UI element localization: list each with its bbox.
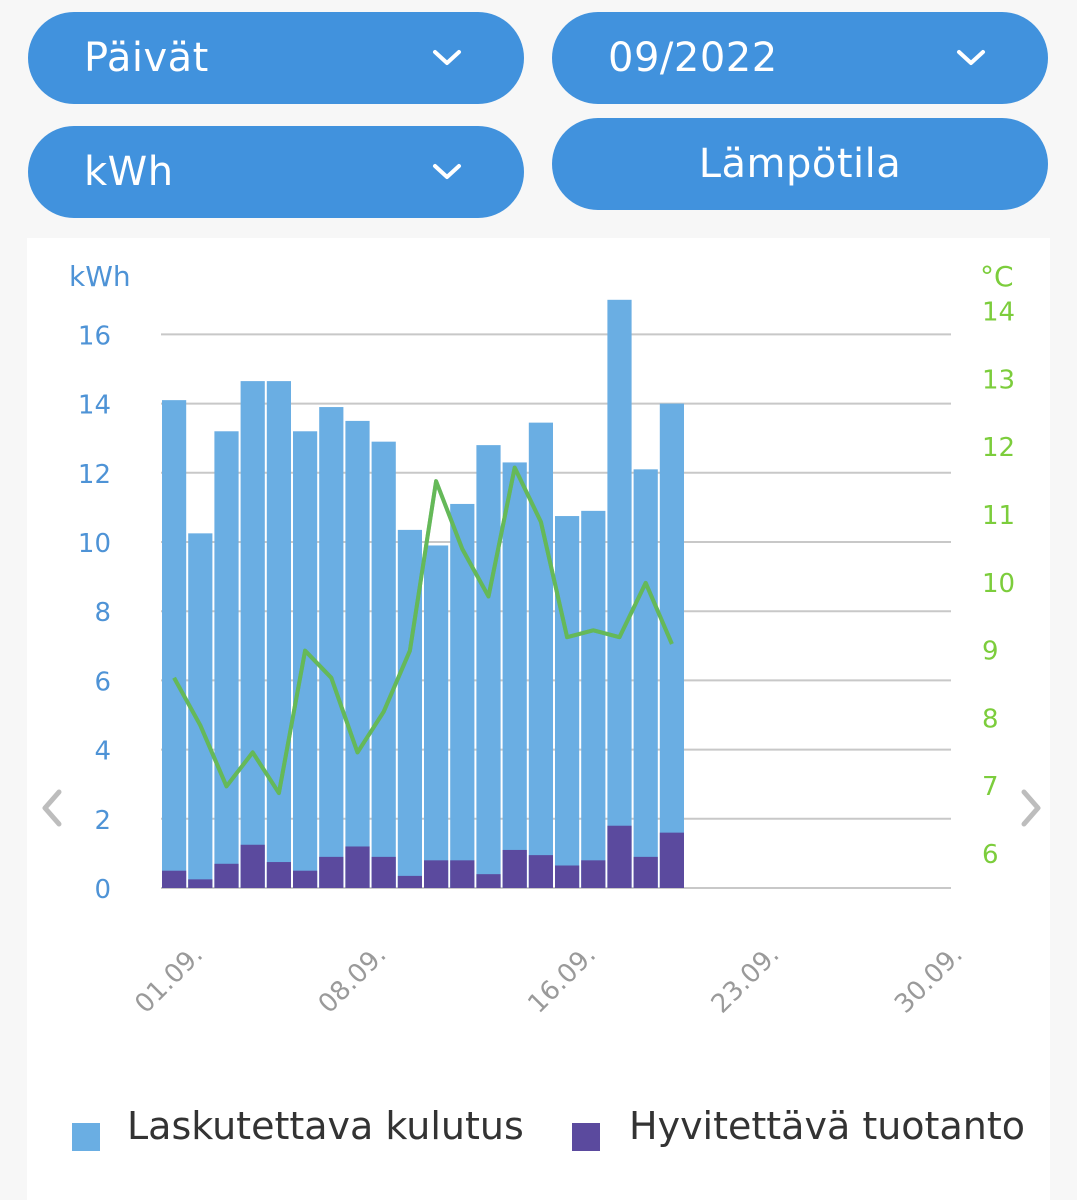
consumption-bar [266,381,291,888]
month-dropdown[interactable]: 09/2022 [552,12,1048,104]
production-bar [555,865,580,888]
production-bar [371,856,396,888]
consumption-bar [633,469,658,888]
temperature-button-label: Lämpötila [698,141,902,187]
right-axis-tick-label: 9 [982,637,999,667]
chevron-right-icon[interactable] [1010,778,1050,838]
x-axis-tick-label: 23.09. [706,940,786,1020]
left-axis-tick-label: 10 [78,529,111,559]
left-axis-tick-label: 14 [78,391,111,421]
chevron-down-icon [433,164,461,179]
production-bar [476,874,501,888]
left-axis-tick-label: 12 [78,460,111,490]
production-bar [581,860,606,888]
production-bar [528,855,553,888]
consumption-bar [424,545,449,888]
chevron-left-icon[interactable] [33,778,73,838]
x-axis-tick-label: 08.09. [313,940,393,1020]
consumption-bar [607,299,632,888]
production-bar [266,862,291,888]
chart: 0 2 4 6 8 10 12 14 16 6 7 8 9 10 11 12 13 14 01.09. 08.09… [69,260,1015,1020]
left-axis-tick-label: 4 [94,737,111,767]
left-axis-tick-label: 16 [78,321,111,351]
x-axis-tick-label: 30.09. [889,940,969,1020]
right-axis-tick-label: 10 [982,569,1015,599]
consumption-bar [214,431,239,888]
chevron-down-icon [433,50,461,65]
legend-swatch-consumption [72,1123,100,1151]
left-axis-tick-label: 8 [94,598,111,628]
consumption-bar [319,407,344,888]
chart-card: 0 2 4 6 8 10 12 14 16 6 7 8 9 10 11 12 13 14 01.09. 08.09… [27,238,1050,1200]
bars [162,299,684,888]
chevron-down-icon [957,50,985,65]
left-axis-ticks: 0 2 4 6 8 10 12 14 16 [78,321,111,905]
right-axis-tick-label: 6 [982,840,999,870]
consumption-bar [581,510,606,888]
production-bar [502,849,527,888]
production-bar [659,832,684,888]
consumption-bar [162,400,187,888]
production-bar [424,860,449,888]
production-bar [293,870,318,888]
left-axis-tick-label: 6 [94,667,111,697]
x-axis-tick-label: 16.09. [522,940,602,1020]
production-bar [162,870,187,888]
consumption-bar [476,445,501,888]
x-axis-ticks: 01.09. 08.09. 16.09. 23.09. 30.09. [129,940,968,1020]
right-axis-tick-label: 11 [982,501,1015,531]
legend-label-consumption: Laskutettava kulutus [127,1104,524,1148]
production-bar [188,879,213,888]
consumption-bar [450,503,475,888]
temperature-line-highlight [172,465,674,796]
production-bar [397,875,422,888]
left-axis-tick-label: 2 [94,806,111,836]
right-axis-tick-label: 12 [982,433,1015,463]
right-axis-tick-label: 7 [982,772,999,802]
legend-swatch-production [572,1123,600,1151]
right-axis-tick-label: 8 [982,704,999,734]
consumption-bar [502,462,527,888]
period-dropdown-label: Päivät [84,35,209,81]
consumption-bar [528,422,553,888]
production-bar [319,856,344,888]
consumption-bar [371,441,396,888]
left-axis-tick-label: 0 [94,875,111,905]
production-bar [240,844,265,888]
temperature-line-group [172,465,674,796]
legend-label-production: Hyvitettävä tuotanto [629,1104,1025,1148]
unit-dropdown[interactable]: kWh [28,126,524,218]
consumption-bar [345,420,370,888]
production-bar [345,846,370,888]
production-bar [450,860,475,888]
consumption-bar [240,381,265,888]
month-dropdown-label: 09/2022 [608,35,778,81]
unit-dropdown-label: kWh [84,149,174,195]
consumption-bar [659,403,684,888]
production-bar [633,856,658,888]
right-axis-tick-label: 13 [982,365,1015,395]
right-axis-unit: °C [980,260,1014,293]
period-dropdown[interactable]: Päivät [28,12,524,104]
left-axis-unit: kWh [69,260,131,293]
consumption-bar [555,516,580,888]
right-axis-ticks: 6 7 8 9 10 11 12 13 14 [982,298,1015,870]
temperature-toggle-button[interactable]: Lämpötila [552,118,1048,210]
production-bar [214,863,239,888]
production-bar [607,825,632,888]
x-axis-tick-label: 01.09. [129,940,209,1020]
right-axis-tick-label: 14 [982,298,1015,328]
